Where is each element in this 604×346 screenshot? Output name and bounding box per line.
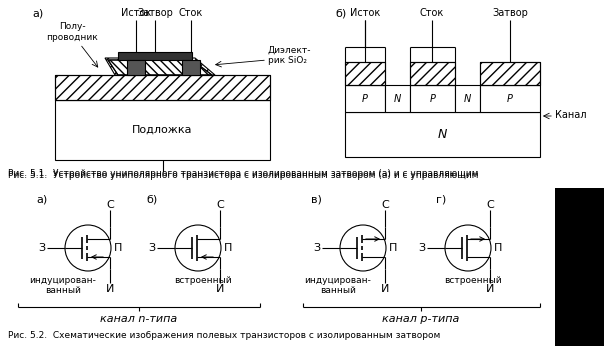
Text: индуцирован-
ванный: индуцирован- ванный bbox=[30, 276, 97, 295]
Bar bbox=[410, 62, 455, 85]
Text: З: З bbox=[149, 243, 156, 253]
Text: Канал: Канал bbox=[555, 110, 586, 120]
Text: З: З bbox=[419, 243, 426, 253]
Bar bbox=[480, 62, 540, 85]
Text: П: П bbox=[224, 243, 232, 253]
Text: встроенный: встроенный bbox=[444, 276, 502, 285]
Bar bbox=[182, 60, 200, 75]
Text: а): а) bbox=[32, 9, 43, 19]
Bar bbox=[410, 62, 455, 85]
Text: в): в) bbox=[311, 195, 322, 205]
Text: Полу-
проводник: Полу- проводник bbox=[46, 22, 98, 42]
Text: И: И bbox=[381, 284, 389, 294]
Bar bbox=[118, 52, 192, 60]
Text: И: И bbox=[486, 284, 494, 294]
Text: б): б) bbox=[335, 9, 346, 19]
Text: И: И bbox=[106, 284, 114, 294]
Text: г): г) bbox=[436, 195, 446, 205]
Text: б): б) bbox=[146, 195, 157, 205]
Text: P: P bbox=[507, 93, 513, 103]
Text: Затвор: Затвор bbox=[492, 8, 528, 18]
Text: канал n-типа: канал n-типа bbox=[100, 314, 178, 324]
Text: Рис. 5.1.  Устройство униполярного транзистора с изолированным затвором (а) и с : Рис. 5.1. Устройство униполярного транзи… bbox=[8, 170, 478, 179]
Bar bbox=[480, 85, 540, 112]
Bar bbox=[410, 85, 455, 112]
Text: а): а) bbox=[36, 195, 47, 205]
Bar bbox=[345, 62, 385, 85]
Text: P: P bbox=[429, 93, 435, 103]
Bar bbox=[480, 62, 540, 85]
Text: канал p-типа: канал p-типа bbox=[382, 314, 460, 324]
Text: индуцирован-
ванный: индуцирован- ванный bbox=[304, 276, 371, 295]
Text: Диэлект-
рик SiO₂: Диэлект- рик SiO₂ bbox=[268, 45, 312, 65]
Text: П: П bbox=[114, 243, 122, 253]
Text: Исток: Исток bbox=[350, 8, 380, 18]
Bar bbox=[345, 62, 385, 85]
Bar bbox=[127, 60, 145, 75]
Bar bbox=[385, 85, 410, 112]
Text: С: С bbox=[106, 200, 114, 210]
Bar bbox=[55, 100, 270, 160]
Text: С: С bbox=[486, 200, 494, 210]
Text: С: С bbox=[381, 200, 389, 210]
Text: П: П bbox=[389, 243, 397, 253]
Text: N: N bbox=[438, 128, 447, 141]
Text: И: И bbox=[216, 284, 224, 294]
Bar bbox=[55, 75, 270, 100]
Polygon shape bbox=[105, 58, 215, 75]
Text: P: P bbox=[362, 93, 368, 103]
Text: З: З bbox=[39, 243, 45, 253]
Bar bbox=[345, 85, 385, 112]
Text: П: П bbox=[494, 243, 502, 253]
Text: Затвор: Затвор bbox=[137, 8, 173, 18]
Bar bbox=[55, 75, 270, 100]
Text: Рис. 5.2.  Схематические изображения полевых транзисторов с изолированным затвор: Рис. 5.2. Схематические изображения поле… bbox=[8, 330, 440, 339]
Text: Исток: Исток bbox=[121, 8, 151, 18]
Text: Рис. 5.1.  Устройство униполярного транзистора с изолированным затвором (а) и с : Рис. 5.1. Устройство униполярного транзи… bbox=[8, 171, 478, 180]
Text: Сток: Сток bbox=[420, 8, 444, 18]
Text: Сток: Сток bbox=[179, 8, 203, 18]
Bar bbox=[455, 85, 480, 112]
Bar bbox=[555, 188, 604, 346]
Polygon shape bbox=[108, 60, 212, 75]
Text: Подложка: Подложка bbox=[132, 125, 193, 135]
Text: встроенный: встроенный bbox=[174, 276, 232, 285]
Text: N: N bbox=[394, 93, 401, 103]
Text: С: С bbox=[216, 200, 224, 210]
Text: N: N bbox=[464, 93, 471, 103]
Text: З: З bbox=[313, 243, 321, 253]
Bar bbox=[345, 112, 540, 157]
